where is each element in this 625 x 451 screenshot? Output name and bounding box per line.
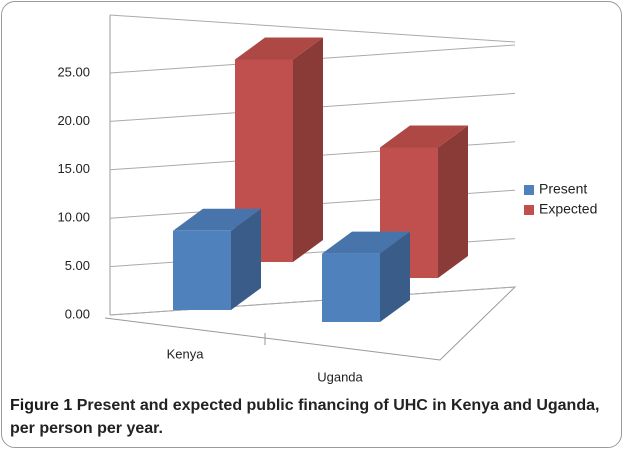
bar-top bbox=[235, 37, 323, 60]
bar-top bbox=[173, 208, 261, 231]
legend-label: Expected bbox=[539, 201, 597, 217]
bar bbox=[173, 230, 231, 310]
caption: Figure 1 Present and expected public fin… bbox=[10, 394, 610, 440]
x-tick-label: Uganda bbox=[317, 369, 363, 384]
bar-top bbox=[322, 231, 410, 254]
bar-top bbox=[380, 125, 468, 148]
y-tick-label: 20.00 bbox=[57, 113, 90, 128]
y-tick-label: 25.00 bbox=[57, 64, 90, 79]
legend-swatch bbox=[524, 205, 534, 215]
bar-side bbox=[231, 208, 261, 310]
x-tick-label: Kenya bbox=[167, 346, 205, 361]
y-tick-label: 0.00 bbox=[65, 306, 90, 321]
chart: 0.00 5.00 10.00 15.00 20.00 25.00 Kenya Uganda P… bbox=[57, 14, 597, 384]
caption-label: Figure 1 bbox=[10, 397, 73, 414]
grid-line bbox=[109, 286, 516, 316]
wall-top bbox=[109, 14, 516, 43]
bar-side bbox=[380, 231, 410, 322]
legend-label: Present bbox=[539, 181, 587, 197]
bar-side bbox=[293, 37, 323, 262]
y-tick-label: 10.00 bbox=[57, 210, 90, 225]
bar bbox=[322, 253, 380, 322]
bar-side bbox=[438, 125, 468, 278]
legend-swatch bbox=[524, 185, 534, 195]
y-tick-label: 15.00 bbox=[57, 161, 90, 176]
caption-text: Present and expected public financing of… bbox=[10, 397, 600, 437]
y-tick-label: 5.00 bbox=[65, 258, 90, 273]
